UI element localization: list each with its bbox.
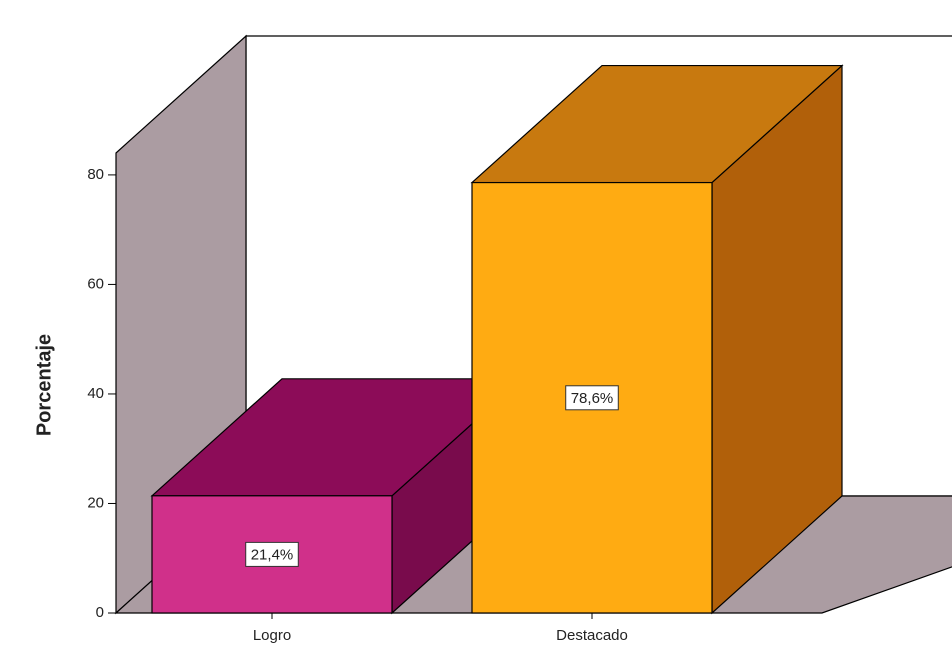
y-axis-title: Porcentaje — [33, 334, 55, 436]
y-tick-label: 0 — [96, 604, 104, 621]
bar: 78,6% — [470, 64, 844, 615]
y-tick-label: 40 — [87, 385, 104, 402]
value-label-box — [565, 385, 619, 411]
y-tick-label: 20 — [87, 494, 104, 511]
value-label: 78,6% — [571, 390, 614, 407]
x-tick-label: Destacado — [556, 627, 628, 644]
value-label-box — [245, 541, 299, 567]
value-label: 21,4% — [251, 546, 294, 563]
x-tick-label: Logro — [253, 627, 291, 644]
y-tick-label: 60 — [87, 275, 104, 292]
y-tick-label: 80 — [87, 166, 104, 183]
